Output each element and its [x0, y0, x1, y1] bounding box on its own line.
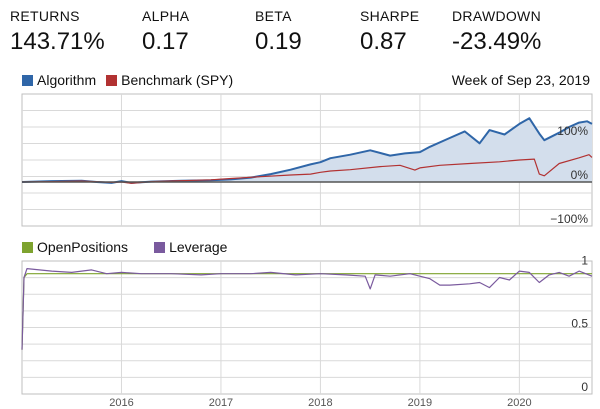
- stat-label: BETA: [255, 8, 292, 24]
- stat-drawdown: DRAWDOWN -23.49%: [452, 8, 541, 56]
- y-tick-label: −100%: [550, 212, 588, 226]
- y-tick-label: 0: [581, 380, 588, 394]
- legend-item-benchmark[interactable]: Benchmark (SPY): [106, 72, 233, 88]
- x-tick-label: 2017: [209, 397, 233, 409]
- stat-label: ALPHA: [142, 8, 190, 24]
- stat-value: 0.17: [142, 28, 189, 55]
- stat-returns: RETURNS 143.71%: [10, 8, 105, 56]
- legend-item-leverage[interactable]: Leverage: [154, 239, 227, 255]
- stat-value: 143.71%: [10, 28, 105, 55]
- series-area-0: [22, 118, 592, 183]
- legend-label: Benchmark (SPY): [121, 72, 234, 88]
- legend-label: Leverage: [169, 239, 228, 255]
- x-tick-label: 2019: [408, 397, 432, 409]
- returns-legend: Algorithm Benchmark (SPY): [22, 72, 243, 88]
- legend-item-open-positions[interactable]: OpenPositions: [22, 239, 128, 255]
- stat-label: DRAWDOWN: [452, 8, 541, 24]
- stat-alpha: ALPHA 0.17: [142, 8, 189, 56]
- series-line-1: [21, 154, 593, 184]
- legend-swatch: [154, 241, 166, 253]
- legend-item-algorithm[interactable]: Algorithm: [22, 72, 96, 88]
- y-tick-label: 100%: [557, 124, 588, 138]
- x-tick-label: 2020: [507, 397, 531, 409]
- series-line-0: [21, 273, 592, 350]
- positions-legend: OpenPositions Leverage: [22, 239, 237, 255]
- y-tick-label: 1: [581, 253, 588, 267]
- stat-label: SHARPE: [360, 8, 420, 24]
- legend-label: Algorithm: [37, 72, 97, 88]
- stat-sharpe: SHARPE 0.87: [360, 8, 419, 56]
- legend-swatch: [22, 74, 33, 86]
- stat-beta: BETA 0.19: [255, 8, 302, 56]
- returns-chart: 100% 0% −100%: [21, 93, 593, 227]
- legend-swatch: [106, 74, 118, 86]
- stat-label: RETURNS: [10, 8, 80, 24]
- legend-label: OpenPositions: [37, 239, 129, 255]
- legend-swatch: [22, 241, 33, 253]
- stat-value: -23.49%: [452, 28, 542, 55]
- y-tick-label: 0%: [571, 168, 589, 182]
- stat-value: 0.19: [255, 28, 302, 55]
- stat-value: 0.87: [360, 28, 407, 55]
- week-label: Week of Sep 23, 2019: [451, 72, 590, 88]
- stats-bar: RETURNS 143.71% ALPHA 0.17 BETA 0.19 SHA…: [0, 0, 600, 62]
- series-line-1: [21, 268, 593, 350]
- positions-chart: 1 0.5 0 2016 2017 2018 2019 2020: [21, 253, 593, 409]
- x-tick-label: 2018: [308, 397, 332, 409]
- x-tick-label: 2016: [109, 397, 133, 409]
- y-tick-label: 0.5: [571, 317, 588, 331]
